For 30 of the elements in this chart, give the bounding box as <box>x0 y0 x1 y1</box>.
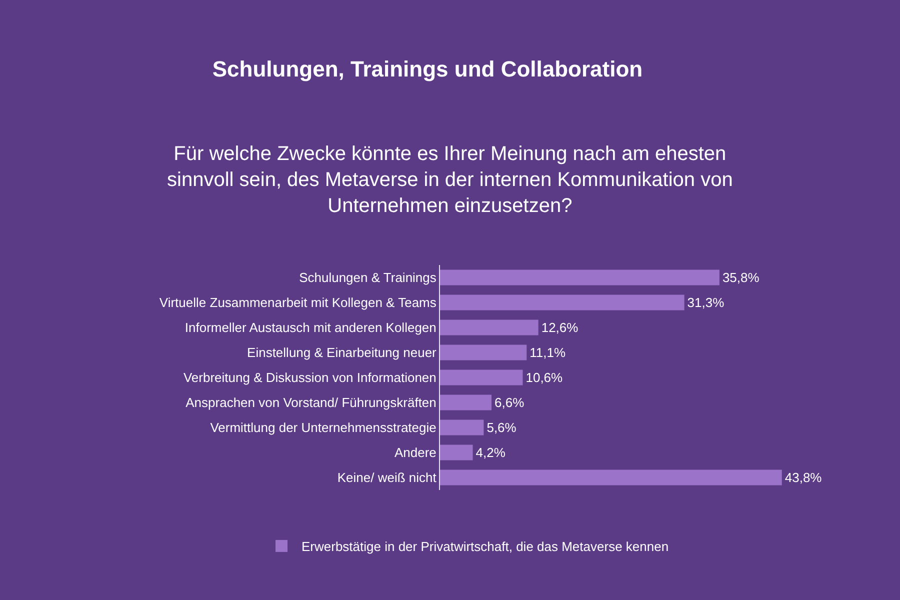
y-tick-label: Vermittlung der Unternehmensstrategie <box>210 420 436 436</box>
y-tick-label: Schulungen & Trainings <box>299 270 437 286</box>
y-tick-label: Verbreitung & Diskussion von Informationen <box>183 370 436 386</box>
bar <box>440 294 684 310</box>
y-tick-label: Andere <box>394 445 436 460</box>
bar <box>440 470 782 486</box>
y-tick-label: Informeller Austausch mit anderen Kollegen <box>184 320 436 336</box>
chart-subtitle: Für welche Zwecke könnte es Ihrer Meinung nach am ehesten sinnvoll sein, des Metaverse in der internen Kommunikation von Unternehmen einzusetzen? <box>167 143 733 217</box>
bar <box>440 370 523 386</box>
data-label: 43,8% <box>784 470 822 485</box>
data-label: 11,1% <box>530 345 566 360</box>
y-tick-label: Virtuelle Zusammenarbeit mit Kollegen & Teams <box>159 295 437 310</box>
legend-label: Erwerbstätige in der Privatwirtschaft, die das Metaverse kennen <box>302 539 669 554</box>
bar <box>440 344 527 360</box>
bar <box>440 320 538 336</box>
data-label: 10,6% <box>526 370 564 385</box>
chart-title: Schulungen, Trainings und Collaboration <box>212 56 643 82</box>
data-label: 31,3% <box>687 295 725 310</box>
bar <box>440 420 484 436</box>
data-label: 6,6% <box>494 395 525 410</box>
data-label: 4,2% <box>476 445 506 460</box>
data-label: 5,6% <box>486 420 517 435</box>
y-tick-label: Ansprachen von Vorstand/ Führungskräften <box>186 395 436 410</box>
y-tick-label: Einstellung & Einarbeitung neuer <box>247 345 438 360</box>
data-label: 35,8% <box>722 270 760 285</box>
bar <box>440 270 720 286</box>
y-tick-label: Keine/ weiß nicht <box>337 470 437 486</box>
bar <box>440 394 492 410</box>
bar <box>440 444 473 460</box>
data-label: 12,6% <box>541 320 579 335</box>
